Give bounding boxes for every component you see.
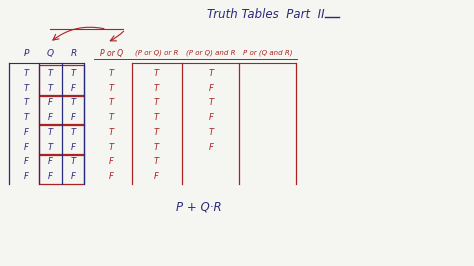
Bar: [39, 65, 84, 96]
Text: T: T: [24, 98, 28, 107]
Text: F: F: [109, 172, 114, 181]
Bar: [39, 95, 84, 125]
Text: F: F: [47, 113, 52, 122]
Text: T: T: [154, 157, 159, 166]
Text: T: T: [154, 98, 159, 107]
Text: (P or Q) and R: (P or Q) and R: [186, 50, 236, 56]
Text: T: T: [47, 128, 52, 137]
Text: T: T: [209, 128, 213, 137]
Text: T: T: [24, 69, 28, 78]
Text: F: F: [71, 143, 76, 152]
Text: F: F: [209, 113, 213, 122]
Text: F: F: [71, 113, 76, 122]
Text: F: F: [209, 143, 213, 152]
Text: Truth Tables  Part  II: Truth Tables Part II: [207, 8, 324, 21]
Text: T: T: [71, 98, 76, 107]
Text: T: T: [71, 128, 76, 137]
Text: T: T: [109, 128, 114, 137]
Text: T: T: [154, 143, 159, 152]
Text: F: F: [47, 157, 52, 166]
Text: T: T: [154, 69, 159, 78]
Text: T: T: [209, 98, 213, 107]
Text: T: T: [109, 143, 114, 152]
Text: T: T: [47, 84, 52, 93]
Text: F: F: [71, 84, 76, 93]
Text: T: T: [109, 69, 114, 78]
Text: F: F: [24, 128, 28, 137]
Text: P or Q: P or Q: [100, 49, 123, 58]
Text: F: F: [47, 172, 52, 181]
Text: F: F: [47, 98, 52, 107]
Text: R: R: [70, 49, 77, 58]
Text: Q: Q: [46, 49, 54, 58]
Text: P: P: [23, 49, 29, 58]
Text: T: T: [109, 98, 114, 107]
Text: P + Q·R: P + Q·R: [176, 201, 222, 214]
Text: (P or Q) or R: (P or Q) or R: [135, 50, 178, 56]
Bar: [39, 124, 84, 155]
Text: F: F: [24, 143, 28, 152]
Text: T: T: [154, 84, 159, 93]
Text: P or (Q and R): P or (Q and R): [243, 50, 292, 56]
Text: F: F: [154, 172, 159, 181]
Text: F: F: [109, 157, 114, 166]
Text: F: F: [209, 84, 213, 93]
Bar: [39, 154, 84, 184]
Text: T: T: [154, 113, 159, 122]
Text: T: T: [71, 157, 76, 166]
Text: T: T: [71, 69, 76, 78]
Text: T: T: [47, 143, 52, 152]
Text: T: T: [24, 113, 28, 122]
Text: T: T: [24, 84, 28, 93]
Text: F: F: [24, 172, 28, 181]
Text: T: T: [209, 69, 213, 78]
Text: T: T: [109, 84, 114, 93]
Text: T: T: [109, 113, 114, 122]
Text: T: T: [154, 128, 159, 137]
Text: F: F: [71, 172, 76, 181]
Text: T: T: [47, 69, 52, 78]
Text: F: F: [24, 157, 28, 166]
